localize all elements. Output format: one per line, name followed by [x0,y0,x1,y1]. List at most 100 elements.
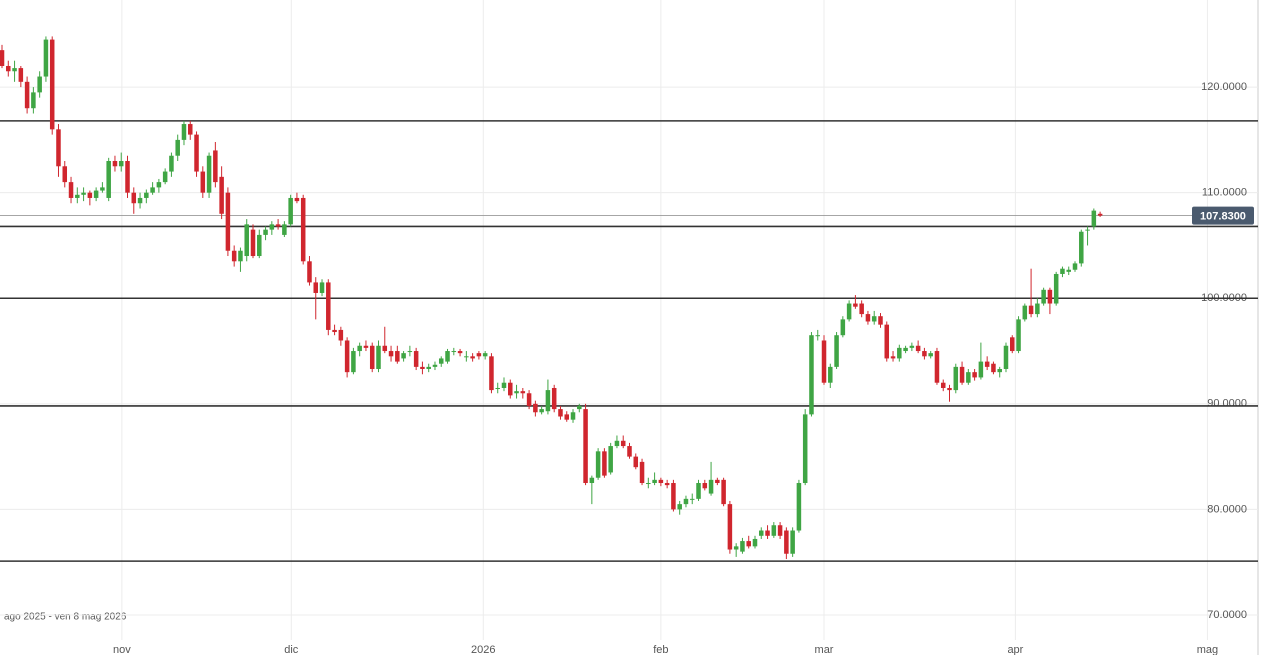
candle-body [420,366,425,369]
candle-body [696,483,701,499]
candle-body [746,541,751,547]
candle-body [162,171,168,183]
candle-body [1016,319,1021,352]
candle-body [363,345,369,348]
candle-body [978,361,984,378]
candle-body [878,316,883,325]
candle-body [564,414,570,420]
candle-body [828,366,833,383]
candle-body [589,477,595,484]
y-tick-label: 110.0000 [1202,187,1247,199]
candle-body [708,479,714,494]
candle-body [1085,229,1090,231]
candle-body [395,351,400,362]
last-price-box [1192,206,1254,225]
candle-body [169,155,174,172]
candle-body [570,412,576,420]
candle-body [407,351,413,353]
y-tick-label: 90.0000 [1207,398,1247,410]
candle-body [947,387,952,391]
candle-body [928,353,933,357]
candle-body [75,194,80,198]
candle-body [464,356,469,358]
candle-body [721,479,726,505]
candle-body [93,190,99,198]
candle-body [671,483,676,510]
candle-body [940,382,946,388]
x-tick-label: feb [653,644,668,655]
x-tick-label: dic [284,644,299,655]
candle-body [181,124,187,140]
candle-body [18,68,24,82]
candle-body [884,324,890,359]
candle-body [369,345,375,369]
candle-body [533,403,538,413]
candle-body [558,409,563,417]
candle-body [689,498,695,500]
candle-body [282,224,287,235]
candle-body [909,345,915,348]
candle-body [1097,213,1103,216]
candle-body [313,282,319,293]
candle-body [840,319,846,336]
candle-body [903,347,908,352]
candle-body [1022,305,1028,320]
candle-body [501,382,507,388]
candle-body [526,393,532,406]
candle-body [727,504,733,550]
candle-body [790,530,795,554]
candle-body [639,461,645,484]
candle-body [1041,289,1046,304]
candle-body [620,440,626,447]
candle-body [595,451,601,478]
candle-body [62,166,68,183]
candle-body [664,483,670,486]
candle-body [614,440,620,447]
candle-body [445,351,450,362]
candle-body [733,546,739,550]
candle-body [740,541,745,552]
x-tick-label: apr [1007,644,1023,655]
candle-body [263,229,268,235]
candle-body [382,345,388,352]
candle-body [897,347,902,359]
candle-body [834,335,839,367]
candle-body [514,391,519,394]
candle-body [759,530,764,536]
candle-body [796,483,802,531]
candle-body [934,351,940,383]
last-price-label: 107.8300 [1200,210,1246,222]
candle-body [187,124,193,135]
candle-body [583,409,588,484]
candle-body [771,525,777,536]
candle-body [451,351,457,353]
candle-body [326,282,331,330]
candle-body [470,356,475,359]
candle-body [1035,303,1040,315]
candle-body [125,161,130,193]
candle-body [219,176,224,214]
y-tick-label: 80.0000 [1207,503,1247,515]
candle-body [1066,269,1071,272]
candle-body [853,303,858,307]
candle-body [495,387,500,389]
candle-body [6,65,11,72]
candle-body [87,192,93,198]
candle-body [24,81,30,109]
candle-body [344,340,350,373]
candle-body [37,76,42,93]
x-tick-label: mag [1197,644,1218,655]
candle-body [150,187,155,193]
candle-body [972,372,977,378]
candle-body [250,229,256,257]
candle-body [520,391,526,394]
candle-body [194,134,199,172]
candle-body [752,538,758,547]
candle-body [846,303,852,320]
candle-body [200,171,206,193]
candle-body [31,92,36,109]
candle-body [43,39,49,77]
candle-body [489,356,494,391]
candle-body [652,479,657,484]
